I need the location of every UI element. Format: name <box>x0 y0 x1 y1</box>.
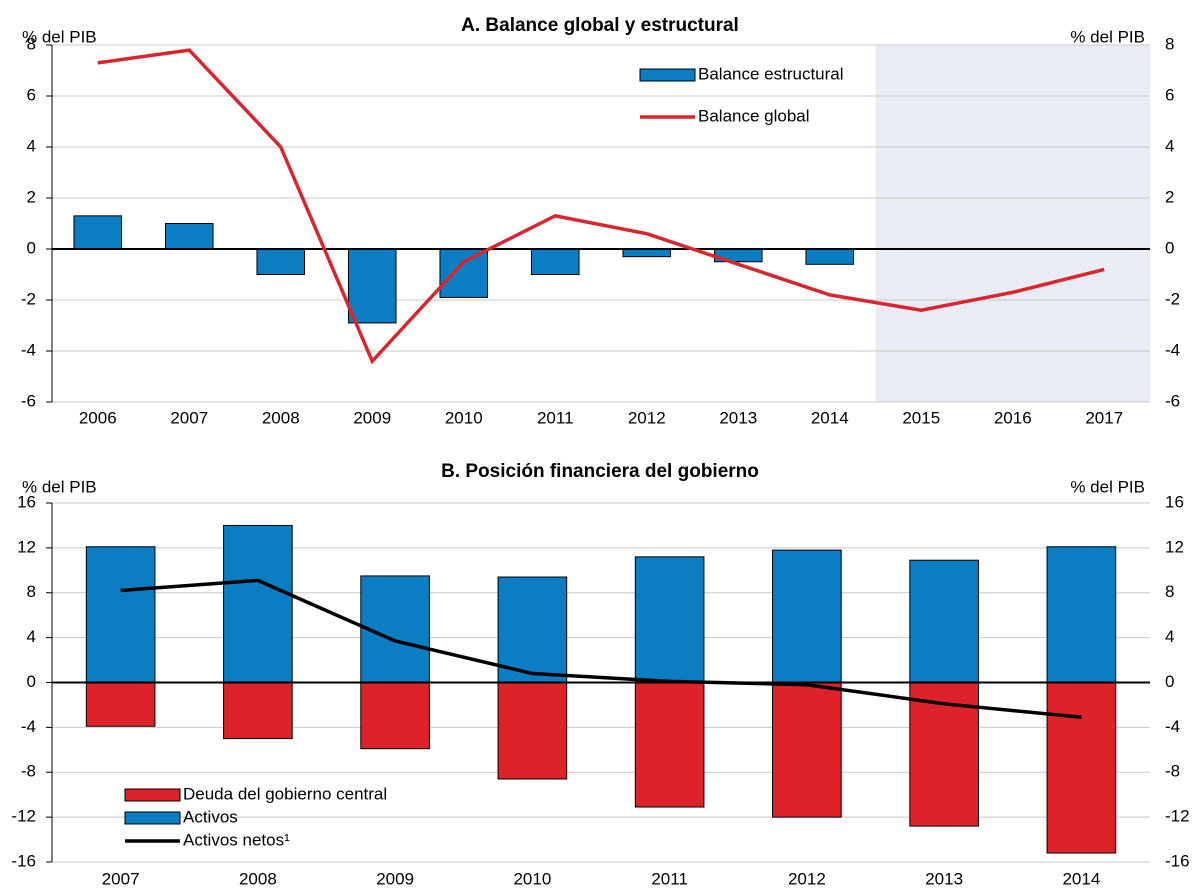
x-tick-label: 2009 <box>376 869 414 888</box>
x-tick-label: 2013 <box>925 869 963 888</box>
y-axis-label: % del PIB <box>22 477 97 496</box>
y2-tick-label: 16 <box>1165 492 1184 511</box>
x-tick-label: 2012 <box>628 408 666 427</box>
y-tick-label: 12 <box>17 537 36 556</box>
x-tick-label: 2007 <box>170 408 208 427</box>
y2-tick-label: 12 <box>1165 537 1184 556</box>
x-tick-label: 2008 <box>239 869 277 888</box>
x-tick-label: 2011 <box>651 869 688 888</box>
legend-label: Balance global <box>698 106 810 125</box>
x-tick-label: 2006 <box>79 408 117 427</box>
legend-label: Activos <box>183 807 238 826</box>
y-tick-label: -2 <box>21 289 36 308</box>
legend-swatch <box>639 68 696 82</box>
bar <box>85 546 156 683</box>
bar <box>360 682 430 750</box>
legend-swatch <box>124 788 181 802</box>
y-tick-label: 8 <box>27 582 36 601</box>
y2-tick-label: -4 <box>1165 340 1180 359</box>
x-tick-label: 2011 <box>537 408 574 427</box>
chart-title: B. Posición financiera del gobierno <box>441 461 759 482</box>
bar <box>530 248 580 275</box>
y-tick-label: 6 <box>27 85 36 104</box>
bar <box>73 215 123 250</box>
bar <box>347 248 397 324</box>
y-tick-label: 4 <box>27 136 36 155</box>
y2-tick-label: 2 <box>1165 187 1174 206</box>
bar <box>223 524 293 683</box>
x-tick-label: 2015 <box>902 408 940 427</box>
y2-tick-label: -12 <box>1165 807 1190 826</box>
x-tick-label: 2014 <box>811 408 849 427</box>
y2-tick-label: 8 <box>1165 34 1174 53</box>
y2-tick-label: 4 <box>1165 627 1174 646</box>
bar <box>439 248 489 298</box>
y-tick-label: -4 <box>21 717 36 736</box>
bar <box>256 248 306 275</box>
bar <box>85 682 156 727</box>
x-tick-label: 2009 <box>353 408 391 427</box>
bar <box>497 576 568 684</box>
y2-tick-label: 8 <box>1165 582 1174 601</box>
y-tick-label: -4 <box>21 340 36 359</box>
y-tick-label: -6 <box>21 391 36 410</box>
y2-tick-label: -16 <box>1165 851 1190 870</box>
x-tick-label: 2013 <box>719 408 757 427</box>
y2-tick-label: 4 <box>1165 136 1174 155</box>
line <box>97 48 1105 365</box>
x-tick-label: 2016 <box>994 408 1032 427</box>
y2-tick-label: 0 <box>1165 238 1174 257</box>
y-tick-label: 2 <box>27 187 36 206</box>
legend-swatch <box>124 811 181 825</box>
chart-title: A. Balance global y estructural <box>461 15 739 36</box>
bar <box>909 559 979 684</box>
y-tick-label: 4 <box>27 627 36 646</box>
bar <box>634 682 705 808</box>
y-tick-label: -8 <box>21 762 36 781</box>
legend-label: Deuda del gobierno central <box>183 784 387 803</box>
bar <box>772 682 842 818</box>
y-tick-label: 8 <box>27 34 36 53</box>
y2-tick-label: -6 <box>1165 391 1180 410</box>
y2-axis-label: % del PIB <box>1070 27 1145 46</box>
y2-tick-label: 6 <box>1165 85 1174 104</box>
y2-tick-label: -8 <box>1165 762 1180 781</box>
bar <box>164 223 214 250</box>
bar <box>497 682 568 780</box>
projection-shade <box>875 45 1150 402</box>
x-tick-label: 2010 <box>445 408 483 427</box>
bar <box>805 248 855 265</box>
y-tick-label: -12 <box>11 807 36 826</box>
x-tick-label: 2017 <box>1085 408 1123 427</box>
y-tick-label: 0 <box>27 672 36 691</box>
y2-tick-label: 0 <box>1165 672 1174 691</box>
bar <box>634 556 705 683</box>
bar <box>622 248 672 258</box>
y2-tick-label: -4 <box>1165 717 1180 736</box>
bar <box>1046 546 1117 683</box>
y2-axis-label: % del PIB <box>1070 477 1145 496</box>
bar <box>223 682 293 740</box>
x-tick-label: 2008 <box>262 408 300 427</box>
x-tick-label: 2010 <box>513 869 551 888</box>
y-axis-label: % del PIB <box>22 27 97 46</box>
y-tick-label: -16 <box>11 851 36 870</box>
y2-tick-label: -2 <box>1165 289 1180 308</box>
y-tick-label: 0 <box>27 238 36 257</box>
x-tick-label: 2012 <box>788 869 826 888</box>
legend-label: Balance estructural <box>698 64 844 83</box>
y-tick-label: 16 <box>17 492 36 511</box>
bar <box>1046 682 1117 854</box>
bar <box>772 549 842 684</box>
x-tick-label: 2014 <box>1062 869 1100 888</box>
x-tick-label: 2007 <box>102 869 140 888</box>
line <box>120 578 1082 720</box>
legend-label: Activos netos¹ <box>183 830 290 849</box>
